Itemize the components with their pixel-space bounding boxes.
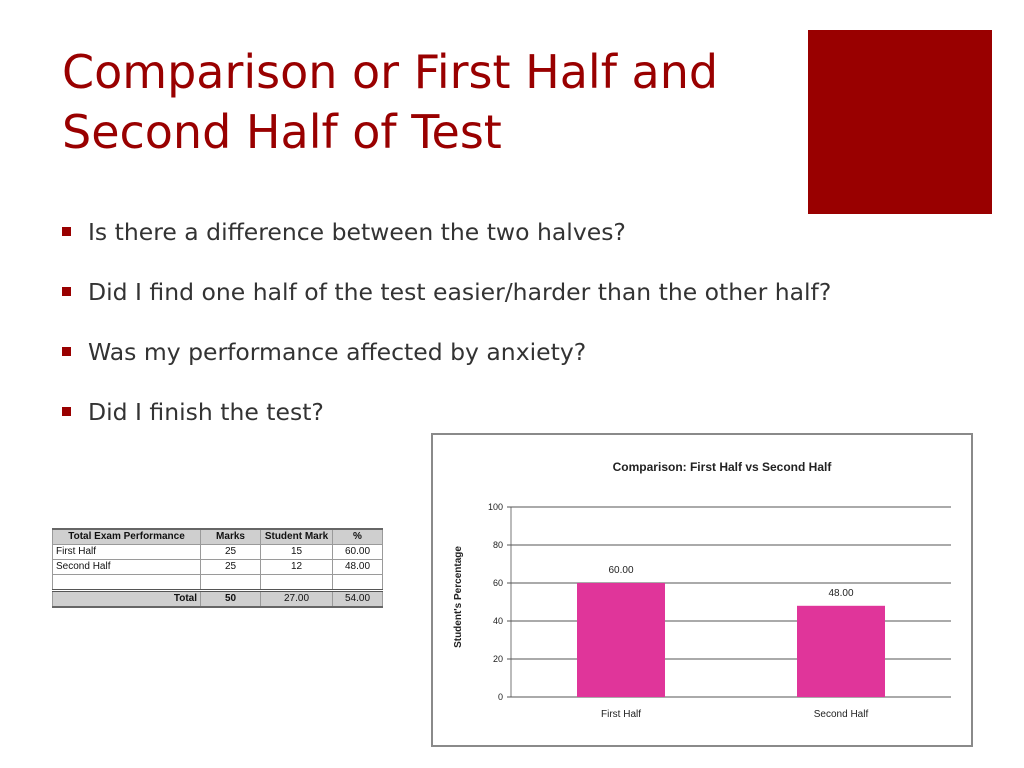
bullet-text: Did I finish the test? xyxy=(88,398,324,426)
bullet-item: Is there a difference between the two ha… xyxy=(62,212,831,272)
bullet-text: Was my performance affected by anxiety? xyxy=(88,338,587,366)
table-header-cell: Total Exam Performance xyxy=(52,528,201,545)
chart-bars xyxy=(577,583,885,697)
slide-title-line-2: Second Half of Test xyxy=(62,105,502,159)
table-row: First Half 25 15 60.00 xyxy=(52,544,383,560)
table-cell: 48.00 xyxy=(332,559,383,575)
table-cell: First Half xyxy=(52,544,201,560)
chart-y-tick-label: 100 xyxy=(488,502,503,512)
table-cell: 25 xyxy=(200,559,261,575)
bullet-square-icon xyxy=(62,407,71,416)
bullet-text: Is there a difference between the two ha… xyxy=(88,218,626,246)
chart-y-axis-label: Student's Percentage xyxy=(453,546,464,648)
table-cell: 12 xyxy=(260,559,333,575)
chart-x-tick-label: First Half xyxy=(601,709,641,720)
chart-y-tick-label: 20 xyxy=(493,654,503,664)
chart-bar xyxy=(797,605,885,697)
chart-y-tick-label: 60 xyxy=(493,578,503,588)
table-row: Second Half 25 12 48.00 xyxy=(52,559,383,575)
chart-y-tick-label: 40 xyxy=(493,616,503,626)
table-header-row: Total Exam Performance Marks Student Mar… xyxy=(52,528,383,545)
bar-chart: Comparison: First Half vs Second Half St… xyxy=(431,433,973,747)
bullet-list: Is there a difference between the two ha… xyxy=(62,212,831,452)
table-header-cell: % xyxy=(332,528,383,545)
bullet-item: Did I finish the test? xyxy=(62,392,831,452)
table-total-label: Total xyxy=(52,589,201,608)
bullet-square-icon xyxy=(62,287,71,296)
chart-x-tick-label: Second Half xyxy=(814,709,869,720)
table-cell: 15 xyxy=(260,544,333,560)
table-header-cell: Marks xyxy=(200,528,261,545)
table-cell: 60.00 xyxy=(332,544,383,560)
chart-y-tick-label: 0 xyxy=(498,692,503,702)
table-empty-row xyxy=(52,574,383,591)
bullet-item: Did I find one half of the test easier/h… xyxy=(62,272,831,332)
chart-canvas: Comparison: First Half vs Second Half St… xyxy=(453,460,951,720)
slide-title: Comparison or First Half and Second Half… xyxy=(62,42,782,162)
chart-bar xyxy=(577,583,665,697)
slide-title-line-1: Comparison or First Half and xyxy=(62,45,719,99)
bullet-square-icon xyxy=(62,347,71,356)
table-cell: Second Half xyxy=(52,559,201,575)
chart-data-label: 48.00 xyxy=(828,588,853,599)
chart-data-label: 60.00 xyxy=(608,565,633,576)
table-total-cell: 27.00 xyxy=(260,589,333,608)
table-total-cell: 54.00 xyxy=(332,589,383,608)
chart-y-tick-label: 80 xyxy=(493,540,503,550)
table-total-row: Total 50 27.00 54.00 xyxy=(52,589,383,608)
chart-labels: 60.00 First Half 48.00 Second Half xyxy=(601,565,868,720)
accent-block xyxy=(808,30,992,214)
table-total-cell: 50 xyxy=(200,589,261,608)
bullet-item: Was my performance affected by anxiety? xyxy=(62,332,831,392)
exam-performance-table: Total Exam Performance Marks Student Mar… xyxy=(52,528,383,608)
bullet-square-icon xyxy=(62,227,71,236)
chart-title: Comparison: First Half vs Second Half xyxy=(613,460,833,474)
bullet-text: Did I find one half of the test easier/h… xyxy=(88,278,832,306)
table-header-cell: Student Mark xyxy=(260,528,333,545)
chart-y-ticks: 0 20 40 60 80 100 xyxy=(488,502,511,702)
table-cell: 25 xyxy=(200,544,261,560)
